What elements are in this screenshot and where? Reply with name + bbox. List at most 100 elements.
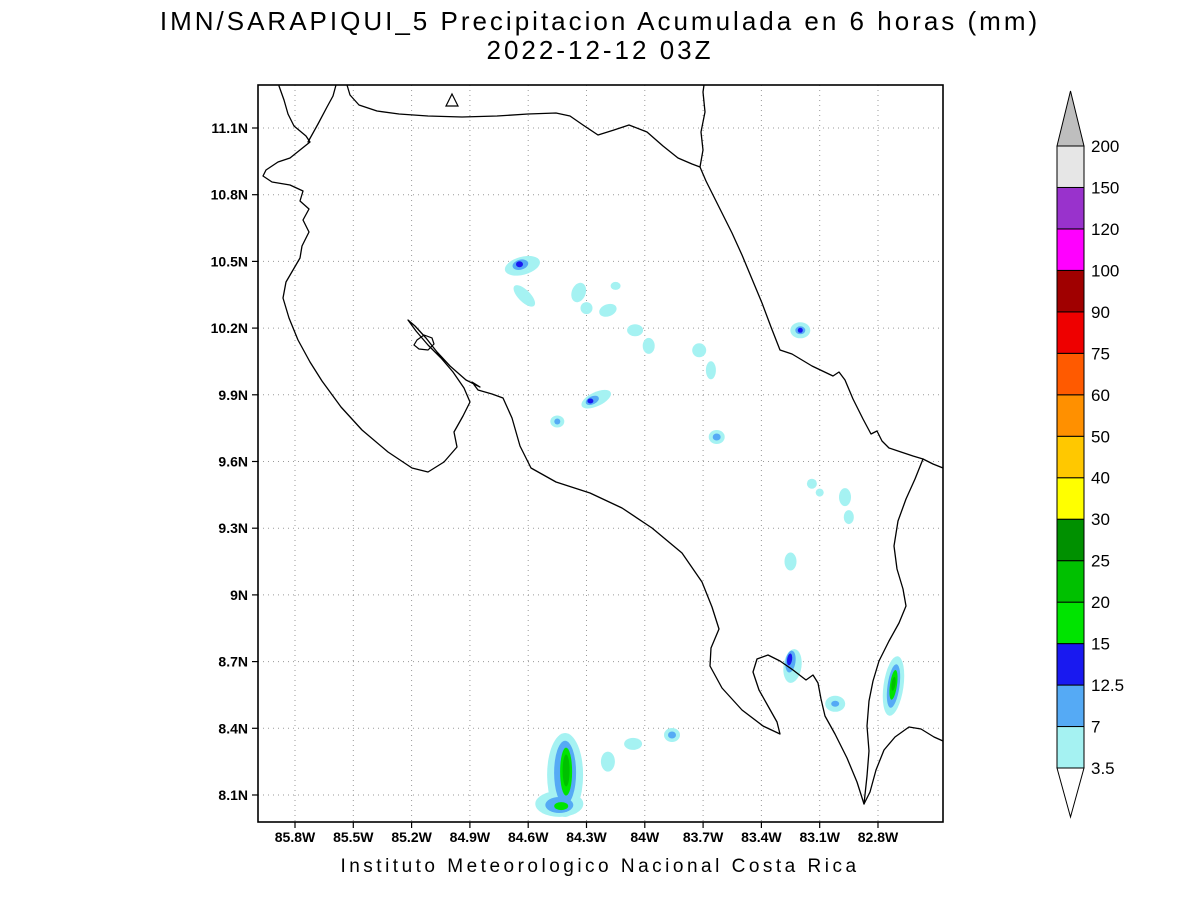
lat-tick-label: 10.5N — [211, 253, 248, 269]
colorbar-box — [1056, 643, 1085, 686]
border-panama — [863, 458, 924, 805]
precip-cell — [554, 418, 561, 425]
precip-cell — [610, 281, 621, 290]
lat-tick-label: 10.8N — [211, 187, 248, 203]
colorbar-label: 75 — [1091, 344, 1110, 363]
precip-cell — [587, 398, 594, 404]
lat-tick-label: 9N — [230, 587, 248, 603]
colorbar-box — [1056, 186, 1085, 230]
colorbar-box — [1056, 435, 1085, 479]
precip-cell — [668, 731, 676, 739]
precip-cell — [712, 433, 721, 441]
lon-tick-label: 83.4W — [741, 829, 782, 845]
grid-layer — [258, 85, 943, 822]
precip-cell — [599, 303, 617, 317]
lat-tick-label: 10.2N — [211, 320, 248, 336]
lon-tick-label: 84.6W — [508, 829, 549, 845]
colorbar-label: 60 — [1091, 386, 1110, 405]
colorbar-label: 25 — [1091, 552, 1110, 571]
colorbar-box — [1056, 269, 1085, 313]
colorbar-label: 150 — [1091, 178, 1119, 197]
precip-cell — [815, 488, 824, 497]
colorbar-label: 100 — [1091, 261, 1119, 280]
precip-cell — [513, 285, 536, 307]
colorbar-box — [1056, 145, 1085, 188]
precip-cell — [692, 343, 707, 358]
precip-cell — [516, 261, 523, 268]
lon-tick-label: 84W — [630, 829, 660, 845]
colorbar-box — [1056, 228, 1085, 271]
colorbar-label: 50 — [1091, 427, 1110, 446]
coastline-pacific — [262, 85, 943, 805]
colorbar-label: 7 — [1091, 718, 1100, 737]
lat-tick-label: 8.1N — [218, 787, 248, 803]
precip-cell — [797, 327, 803, 333]
coastline-layer — [262, 85, 943, 805]
colorbar-box — [1056, 560, 1085, 603]
precip-cell — [580, 302, 593, 315]
lat-tick-label: 9.3N — [218, 520, 248, 536]
colorbar-label: 30 — [1091, 510, 1110, 529]
colorbar-box — [1056, 394, 1085, 437]
colorbar-box — [1056, 477, 1085, 520]
colorbar: 3.5 7 12.5 15 20 25 30 40 50 60 75 90 100 120 150 200 — [1056, 90, 1124, 819]
lat-tick-label: 8.4N — [218, 720, 248, 736]
precip-cell — [831, 700, 840, 707]
precip-cell — [600, 751, 615, 772]
island-triangle-marker — [445, 92, 459, 107]
lon-tick-label: 83.7W — [683, 829, 724, 845]
precip-cell — [554, 802, 569, 811]
precip-cell — [624, 737, 643, 750]
colorbar-arrow-bottom — [1056, 767, 1085, 819]
lat-tick-label: 9.6N — [218, 453, 248, 469]
colorbar-label: 40 — [1091, 469, 1110, 488]
colorbar-label: 90 — [1091, 303, 1110, 322]
axis-labels-layer: 85.8W 85.5W 85.2W 84.9W 84.6W 84.3W 84W 83.7W 83… — [211, 120, 899, 845]
colorbar-label: 200 — [1091, 137, 1119, 156]
lat-tick-label: 8.7N — [218, 654, 248, 670]
precip-cell — [843, 510, 854, 525]
lon-tick-label: 85.5W — [333, 829, 374, 845]
colorbar-label: 3.5 — [1091, 759, 1115, 778]
chart-subtitle: 2022-12-12 03Z — [486, 35, 714, 65]
lat-tick-label: 9.9N — [218, 387, 248, 403]
lat-tick-label: 11.1N — [211, 120, 248, 136]
lon-tick-label: 82.8W — [858, 829, 899, 845]
precip-cell — [786, 653, 793, 666]
precip-cell — [839, 488, 851, 507]
colorbar-box — [1056, 601, 1085, 645]
precip-cell — [562, 754, 570, 787]
coastline-nicaragua-caribbean — [699, 85, 706, 168]
precip-cell — [627, 324, 644, 337]
precip-cell — [891, 676, 896, 691]
colorbar-arrow-top — [1056, 90, 1085, 147]
colorbar-box — [1056, 684, 1085, 728]
lon-tick-label: 84.3W — [566, 829, 607, 845]
lon-tick-label: 83.1W — [799, 829, 840, 845]
map-frame — [257, 84, 944, 823]
precip-layer — [504, 255, 905, 817]
footer-caption: Instituto Meteorologico Nacional Costa R… — [340, 856, 860, 877]
colorbar-box — [1056, 352, 1085, 396]
colorbar-box — [1056, 726, 1085, 769]
lon-tick-label: 85.8W — [275, 829, 316, 845]
colorbar-label: 12.5 — [1091, 676, 1124, 695]
island-chira — [413, 334, 435, 351]
precip-cell — [705, 361, 716, 380]
precip-cell — [571, 282, 587, 303]
coastline-lake-river-caribbean — [346, 85, 943, 469]
precip-cell — [784, 552, 797, 571]
colorbar-box — [1056, 518, 1085, 562]
precip-cell — [806, 478, 817, 489]
chart-title: IMN/SARAPIQUI_5 Precipitacion Acumulada … — [159, 6, 1041, 36]
colorbar-label: 20 — [1091, 593, 1110, 612]
colorbar-label: 120 — [1091, 220, 1119, 239]
colorbar-box — [1056, 311, 1085, 354]
border-nicaragua — [307, 85, 337, 143]
precip-cell — [642, 337, 655, 354]
colorbar-label: 15 — [1091, 635, 1110, 654]
lon-tick-label: 84.9W — [450, 829, 491, 845]
lon-tick-label: 85.2W — [391, 829, 432, 845]
